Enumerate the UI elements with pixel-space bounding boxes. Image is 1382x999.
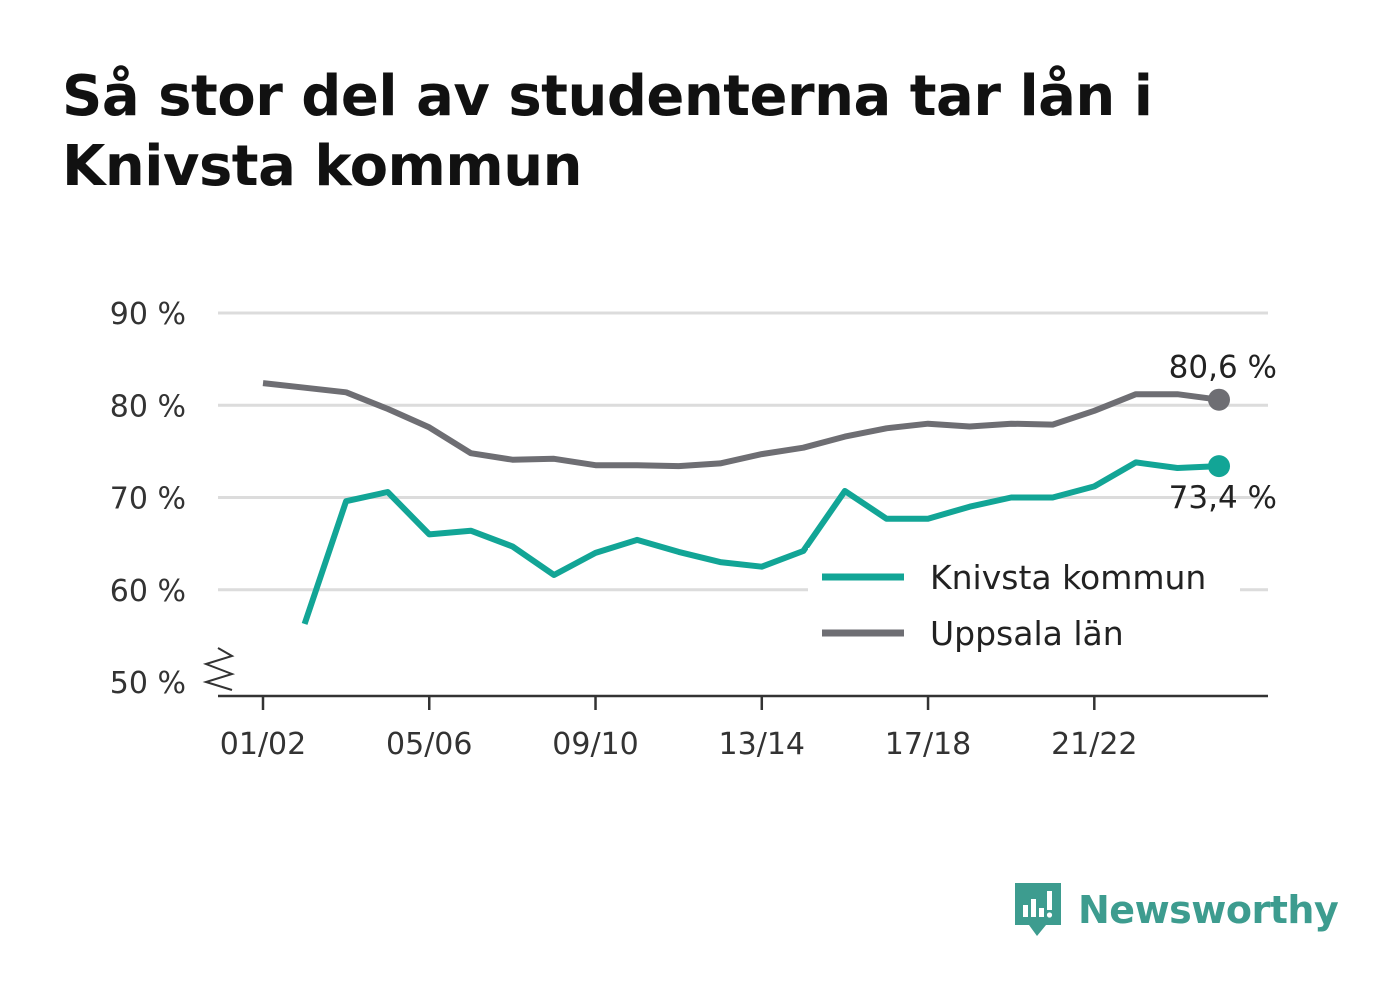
legend-label: Uppsala län [930, 614, 1124, 653]
axis-break-mark [202, 647, 236, 691]
y-tick-label: 60 % [110, 574, 186, 609]
newsworthy-logo-icon [1015, 883, 1061, 936]
brand-name: Newsworthy [1078, 888, 1339, 932]
series-lines [262, 380, 1220, 625]
chart-title: Så stor del av studenterna tar lån i Kni… [62, 64, 1153, 199]
x-tick-label: 05/06 [386, 727, 472, 762]
legend-background [808, 548, 1240, 666]
end-markers: 80,6 % 73,4 % [1169, 350, 1277, 516]
y-axis-labels: 50 % 60 % 70 % 80 % 90 % [110, 297, 186, 701]
series-line-knivsta [301, 459, 1220, 625]
x-tick-label: 01/02 [220, 727, 306, 762]
brand: Newsworthy [1012, 880, 1339, 940]
y-tick-label: 80 % [110, 389, 186, 424]
series-line-uppsala [262, 380, 1220, 470]
x-tick-label: 21/22 [1051, 727, 1137, 762]
end-label-knivsta: 73,4 % [1169, 480, 1277, 516]
x-tick-label: 17/18 [885, 727, 971, 762]
legend: Knivsta kommun Uppsala län [808, 548, 1240, 666]
legend-label: Knivsta kommun [930, 558, 1206, 597]
y-tick-label: 90 % [110, 297, 186, 332]
x-tick-label: 09/10 [552, 727, 638, 762]
y-tick-label: 70 % [110, 482, 186, 517]
end-point-knivsta [1208, 455, 1230, 478]
end-label-uppsala: 80,6 % [1169, 350, 1277, 386]
gridlines [202, 311, 1268, 691]
end-point-uppsala [1208, 388, 1230, 411]
y-tick-label: 50 % [110, 666, 186, 701]
x-axis: 01/02 05/06 09/10 13/14 17/18 21/22 [218, 694, 1268, 762]
x-tick-label: 13/14 [719, 727, 805, 762]
